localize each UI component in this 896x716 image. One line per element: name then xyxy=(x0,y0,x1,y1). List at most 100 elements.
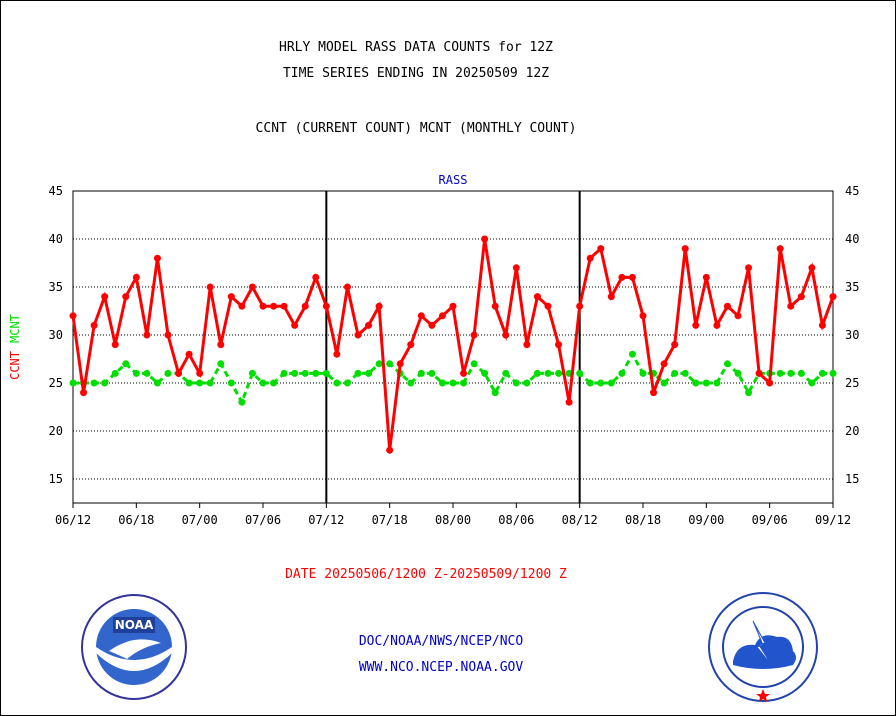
data-point-ccnt xyxy=(734,312,742,320)
data-point-ccnt xyxy=(164,331,172,339)
data-point-mcnt xyxy=(533,369,541,377)
series-line-mcnt xyxy=(73,351,833,406)
data-point-ccnt xyxy=(111,341,119,349)
y-tick-label-right: 25 xyxy=(845,376,859,390)
data-point-mcnt xyxy=(301,369,309,377)
data-point-ccnt xyxy=(544,302,552,310)
data-point-ccnt xyxy=(333,350,341,358)
y-tick-label-left: 30 xyxy=(49,328,63,342)
nco-website-link[interactable]: WWW.NCO.NCEP.NOAA.GOV xyxy=(358,660,524,675)
y-tick-label-left: 15 xyxy=(49,472,63,486)
data-point-ccnt xyxy=(227,293,235,301)
data-point-ccnt xyxy=(259,302,267,310)
doc-noaa-link[interactable]: DOC/NOAA/NWS/NCEP/NCO xyxy=(358,634,524,649)
y-tick-label-right: 45 xyxy=(845,184,859,198)
data-point-mcnt xyxy=(122,360,130,368)
data-point-mcnt xyxy=(702,379,710,387)
data-point-ccnt xyxy=(597,245,605,253)
data-point-mcnt xyxy=(481,369,489,377)
data-point-ccnt xyxy=(343,283,351,291)
data-point-ccnt xyxy=(713,321,721,329)
x-tick-label: 07/00 xyxy=(182,513,218,527)
data-point-ccnt xyxy=(101,293,109,301)
data-point-ccnt xyxy=(502,331,510,339)
data-point-ccnt xyxy=(776,245,784,253)
data-point-mcnt xyxy=(639,369,647,377)
data-point-mcnt xyxy=(322,369,330,377)
data-point-mcnt xyxy=(132,369,140,377)
data-point-mcnt xyxy=(544,369,552,377)
y-tick-label-left: 25 xyxy=(49,376,63,390)
data-point-mcnt xyxy=(196,379,204,387)
data-point-mcnt xyxy=(206,379,214,387)
data-point-ccnt xyxy=(491,302,499,310)
data-point-ccnt xyxy=(312,273,320,281)
x-tick-label: 09/06 xyxy=(752,513,788,527)
x-tick-label: 08/06 xyxy=(498,513,534,527)
x-tick-label: 09/00 xyxy=(688,513,724,527)
data-point-ccnt xyxy=(238,302,246,310)
data-point-mcnt xyxy=(438,379,446,387)
data-point-ccnt xyxy=(449,302,457,310)
data-point-mcnt xyxy=(491,389,499,397)
data-point-ccnt xyxy=(523,341,531,349)
data-point-mcnt xyxy=(312,369,320,377)
data-point-mcnt xyxy=(449,379,457,387)
data-point-ccnt xyxy=(681,245,689,253)
data-point-mcnt xyxy=(734,369,742,377)
data-point-mcnt xyxy=(787,369,795,377)
series-line-ccnt xyxy=(71,238,835,451)
data-point-ccnt xyxy=(818,321,826,329)
x-tick-label: 08/18 xyxy=(625,513,661,527)
data-point-mcnt xyxy=(628,350,636,358)
data-point-mcnt xyxy=(217,360,225,368)
y-tick-label-left: 35 xyxy=(49,280,63,294)
y-tick-label-right: 30 xyxy=(845,328,859,342)
y-tick-label-right: 15 xyxy=(845,472,859,486)
x-tick-label: 08/12 xyxy=(562,513,598,527)
data-point-mcnt xyxy=(185,379,193,387)
data-point-mcnt xyxy=(143,369,151,377)
data-point-ccnt xyxy=(766,379,774,387)
data-point-ccnt xyxy=(438,312,446,320)
data-point-ccnt xyxy=(470,331,478,339)
data-point-ccnt xyxy=(270,302,278,310)
data-point-ccnt xyxy=(417,312,425,320)
data-point-mcnt xyxy=(586,379,594,387)
data-point-mcnt xyxy=(460,379,468,387)
chart-title-line2: TIME SERIES ENDING IN 20250509 12Z xyxy=(282,66,550,81)
data-point-mcnt xyxy=(153,379,161,387)
data-point-mcnt xyxy=(713,379,721,387)
data-point-ccnt xyxy=(660,360,668,368)
chart-title-line3: CCNT (CURRENT COUNT) MCNT (MONTHLY COUNT… xyxy=(255,121,577,136)
data-point-mcnt xyxy=(681,369,689,377)
y-tick-label-right: 35 xyxy=(845,280,859,294)
data-point-mcnt xyxy=(576,369,584,377)
data-point-mcnt xyxy=(808,379,816,387)
chart-station-title: RASS xyxy=(439,173,468,187)
data-point-mcnt xyxy=(428,369,436,377)
x-tick-label: 06/18 xyxy=(118,513,154,527)
data-point-ccnt xyxy=(386,446,394,454)
data-point-ccnt xyxy=(650,389,658,397)
data-point-ccnt xyxy=(90,321,98,329)
y-tick-label-right: 20 xyxy=(845,424,859,438)
data-point-mcnt xyxy=(343,379,351,387)
data-point-ccnt xyxy=(702,273,710,281)
plot-border xyxy=(72,190,834,504)
data-point-ccnt xyxy=(618,273,626,281)
data-point-mcnt xyxy=(470,360,478,368)
data-point-mcnt xyxy=(375,360,383,368)
data-point-mcnt xyxy=(523,379,531,387)
data-point-ccnt xyxy=(365,321,373,329)
data-point-ccnt xyxy=(143,331,151,339)
data-point-mcnt xyxy=(692,379,700,387)
date-range-label: DATE 20250506/1200 Z-20250509/1200 Z xyxy=(285,567,567,582)
data-point-ccnt xyxy=(787,302,795,310)
y-tick-label-left: 20 xyxy=(49,424,63,438)
noaa-logo: NOAA xyxy=(81,594,187,700)
data-point-mcnt xyxy=(270,379,278,387)
data-point-mcnt xyxy=(354,369,362,377)
x-tick-label: 08/00 xyxy=(435,513,471,527)
